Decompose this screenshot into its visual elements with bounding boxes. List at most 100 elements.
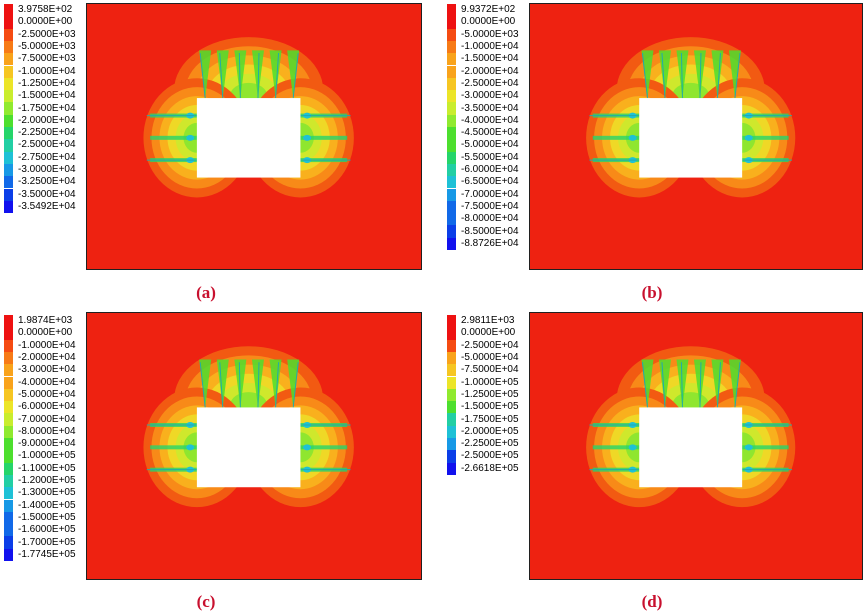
legend-row: -8.8726E+04 bbox=[447, 237, 519, 250]
legend-swatch bbox=[447, 163, 456, 177]
legend-swatch bbox=[447, 376, 456, 389]
bolt-line bbox=[734, 362, 741, 408]
legend-swatch bbox=[4, 327, 13, 340]
legend-swatch bbox=[447, 225, 456, 238]
legend-value: -5.0000E+04 bbox=[18, 388, 76, 400]
legend-row: -1.0000E+04 bbox=[4, 339, 76, 352]
contour-plot-d bbox=[529, 312, 863, 580]
bolt-line bbox=[641, 362, 648, 408]
legend-value: -1.2500E+05 bbox=[461, 388, 519, 400]
legend-swatch bbox=[4, 127, 13, 140]
legend-swatch bbox=[447, 327, 456, 340]
legend-value: -7.0000E+04 bbox=[18, 413, 76, 425]
legend-swatch bbox=[4, 315, 13, 328]
legend-value: -3.0000E+04 bbox=[461, 90, 519, 102]
legend-swatch bbox=[447, 4, 456, 17]
stress-streak bbox=[742, 445, 789, 450]
legend-swatch bbox=[447, 315, 456, 328]
stress-streak bbox=[693, 359, 706, 408]
legend-swatch bbox=[4, 474, 13, 488]
legend-swatch bbox=[447, 77, 456, 91]
tunnel-opening bbox=[639, 407, 743, 488]
legend-swatch bbox=[4, 139, 13, 152]
stress-streak bbox=[658, 359, 671, 408]
legend-value: 2.9811E+03 bbox=[461, 315, 515, 327]
legend-swatch bbox=[4, 499, 13, 512]
bolt-line bbox=[238, 362, 241, 408]
stress-streak bbox=[199, 359, 212, 408]
bolt-line bbox=[699, 362, 702, 408]
legend-swatch bbox=[447, 388, 456, 402]
legend-row: -7.0000E+04 bbox=[4, 413, 76, 426]
legend-row: -1.0000E+04 bbox=[4, 65, 76, 78]
bolt-line bbox=[257, 362, 260, 408]
bolt-line bbox=[716, 362, 721, 408]
legend-row: 0.0000E+00 bbox=[4, 16, 72, 29]
bolt-line bbox=[292, 362, 299, 408]
legend-swatch bbox=[447, 401, 456, 414]
stress-peak bbox=[628, 134, 637, 141]
legend-swatch bbox=[4, 413, 13, 426]
legend-value: -2.5000E+04 bbox=[461, 339, 519, 351]
legend-row: -1.7500E+05 bbox=[447, 413, 519, 426]
legend-swatch bbox=[4, 388, 13, 402]
legend-swatch bbox=[447, 40, 456, 54]
legend-swatch bbox=[4, 425, 13, 438]
legend-swatch bbox=[4, 53, 13, 66]
legend-swatch bbox=[4, 102, 13, 115]
legend-row: -1.5000E+05 bbox=[447, 401, 519, 414]
legend-swatch bbox=[447, 351, 456, 365]
legend-swatch bbox=[447, 151, 456, 164]
bolt-line bbox=[680, 362, 683, 408]
legend-row: -5.0000E+04 bbox=[447, 351, 519, 365]
stress-streak bbox=[676, 359, 689, 408]
legend-value: -4.0000E+04 bbox=[461, 114, 519, 126]
legend-row: -5.5000E+04 bbox=[447, 151, 519, 164]
legend-row: -3.5000E+04 bbox=[447, 102, 519, 115]
legend-row: -2.0000E+04 bbox=[4, 351, 76, 365]
legend-row: -1.4000E+05 bbox=[4, 499, 76, 512]
stress-peak bbox=[303, 134, 312, 141]
legend-swatch bbox=[4, 487, 13, 500]
legend-value: -1.0000E+04 bbox=[461, 41, 519, 53]
legend-row: -2.5000E+05 bbox=[447, 450, 519, 463]
legend-row: -8.0000E+04 bbox=[447, 213, 519, 226]
legend-value: -7.0000E+04 bbox=[461, 188, 519, 200]
stress-streak bbox=[251, 50, 264, 99]
stress-streak bbox=[693, 50, 706, 99]
bolt-line bbox=[275, 362, 280, 408]
stress-streak bbox=[150, 135, 197, 140]
legend-value: -8.8726E+04 bbox=[461, 237, 519, 249]
legend-value: -6.0000E+04 bbox=[18, 401, 76, 413]
legend-swatch bbox=[4, 188, 13, 201]
legend-row: -2.5000E+04 bbox=[447, 339, 519, 352]
legend-row: -3.5000E+04 bbox=[4, 188, 76, 201]
legend-value: 3.9758E+02 bbox=[18, 4, 73, 16]
legend-swatch bbox=[4, 200, 13, 214]
legend-row: -1.2000E+05 bbox=[4, 474, 76, 488]
stress-streak bbox=[658, 50, 671, 99]
legend-row: -4.0000E+04 bbox=[4, 376, 76, 389]
legend-row: -3.2500E+04 bbox=[4, 176, 76, 189]
tunnel-opening bbox=[196, 407, 301, 488]
legend-row: -5.0000E+04 bbox=[447, 139, 519, 152]
legend-value: -7.5000E+04 bbox=[461, 364, 519, 376]
stress-streak bbox=[742, 135, 789, 140]
legend-row: -7.5000E+03 bbox=[4, 53, 76, 66]
legend-swatch bbox=[447, 438, 456, 451]
legend-row: -8.5000E+04 bbox=[447, 225, 519, 238]
legend-row: 0.0000E+00 bbox=[447, 327, 515, 340]
legend-swatch bbox=[4, 511, 13, 525]
legend-value: -5.0000E+03 bbox=[18, 41, 76, 53]
legend-value: -1.4000E+05 bbox=[18, 499, 76, 511]
legend-value: -2.2500E+04 bbox=[18, 127, 76, 139]
legend-row: -1.5000E+05 bbox=[4, 511, 76, 525]
legend-swatch bbox=[4, 90, 13, 103]
legend-value: -1.0000E+05 bbox=[18, 450, 76, 462]
legend-value: -8.0000E+04 bbox=[18, 425, 76, 437]
contour-field bbox=[87, 4, 421, 269]
stress-peak bbox=[744, 444, 753, 451]
bolt-line bbox=[238, 53, 241, 99]
legend-value: -3.0000E+04 bbox=[18, 364, 76, 376]
legend-swatch bbox=[4, 40, 13, 54]
